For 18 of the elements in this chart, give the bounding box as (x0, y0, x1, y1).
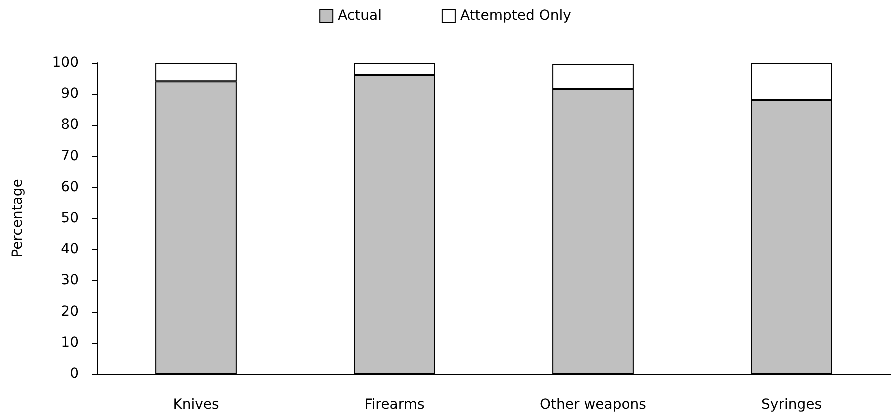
y-tick-label: 70 (61, 148, 79, 164)
x-tick-label: Other weapons (540, 397, 646, 413)
y-tick-label: 50 (61, 210, 79, 226)
y-tick-label: 20 (61, 304, 79, 320)
y-tick-label: 60 (61, 179, 79, 196)
x-tick-label: Syringes (762, 397, 822, 413)
y-tick-label: 40 (61, 242, 79, 258)
legend-label: Actual (338, 8, 382, 24)
legend-label: Attempted Only (460, 8, 572, 24)
y-tick-label: 80 (61, 117, 79, 134)
y-axis-title: Percentage (10, 179, 26, 258)
y-tick-label: 30 (61, 272, 79, 289)
x-tick-label: Firearms (364, 397, 425, 413)
y-tick-label: 90 (61, 86, 79, 102)
y-tick-label: 0 (70, 366, 79, 382)
y-tick-label: 100 (52, 55, 79, 71)
y-tick-label: 10 (61, 334, 79, 351)
x-tick-label: Knives (173, 397, 220, 413)
